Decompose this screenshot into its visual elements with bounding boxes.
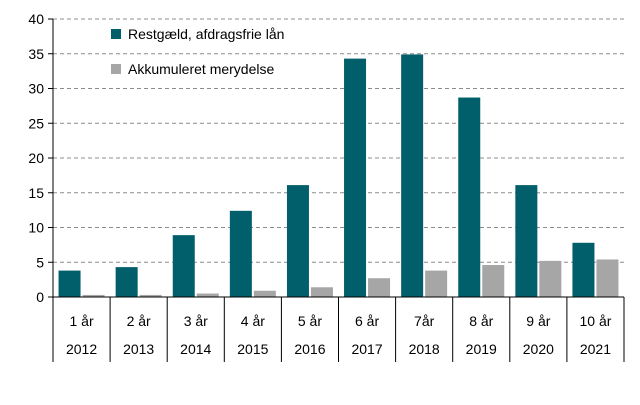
y-tick-label-0: 0 xyxy=(36,289,44,305)
y-tick-label-40: 40 xyxy=(28,11,44,27)
x-tick-label-top-7: 8 år xyxy=(469,313,493,329)
bar-restgaeld-4 xyxy=(286,185,309,297)
x-tick-label-year-9: 2021 xyxy=(580,341,611,357)
x-tick-label-year-3: 2015 xyxy=(237,341,268,357)
x-tick-label-year-4: 2016 xyxy=(294,341,325,357)
bar-restgaeld-2 xyxy=(172,235,195,297)
bar-merydelse-6 xyxy=(425,270,448,297)
x-tick-label-top-3: 4 år xyxy=(241,313,265,329)
bar-restgaeld-6 xyxy=(401,54,424,297)
y-tick-label-10: 10 xyxy=(28,220,44,236)
x-tick-label-top-2: 3 år xyxy=(184,313,208,329)
legend-label-merydelse: Akkumuleret merydelse xyxy=(128,61,274,77)
bar-restgaeld-9 xyxy=(572,242,595,297)
x-tick-label-year-5: 2017 xyxy=(351,341,382,357)
legend-swatch-merydelse xyxy=(111,64,121,74)
x-tick-label-top-1: 2 år xyxy=(127,313,151,329)
gridlines xyxy=(53,18,624,263)
x-tick-label-top-6: 7år xyxy=(414,313,435,329)
bar-merydelse-7 xyxy=(482,265,505,297)
bar-merydelse-9 xyxy=(596,259,619,297)
x-tick-label-top-5: 6 år xyxy=(355,313,379,329)
axes: 0 5 10 15 20 25 30 35 40 1 år 2012 2 år 2013 3 år 2014… xyxy=(28,11,625,362)
bars xyxy=(58,54,619,297)
bar-merydelse-2 xyxy=(196,293,219,297)
y-tick-label-35: 35 xyxy=(28,46,44,62)
x-tick-label-year-8: 2020 xyxy=(523,341,554,357)
bar-restgaeld-1 xyxy=(115,267,138,297)
x-tick-label-year-2: 2014 xyxy=(180,341,211,357)
legend: Restgæld, afdragsfrie lån Akkumuleret me… xyxy=(111,26,284,77)
x-tick-label-top-9: 10 år xyxy=(579,313,611,329)
bar-merydelse-8 xyxy=(539,260,562,297)
x-tick-label-year-1: 2013 xyxy=(123,341,154,357)
bar-merydelse-3 xyxy=(253,290,276,297)
x-tick-label-year-6: 2018 xyxy=(409,341,440,357)
bar-merydelse-0 xyxy=(82,294,105,297)
x-tick-label-year-7: 2019 xyxy=(466,341,497,357)
x-tick-label-top-8: 9 år xyxy=(526,313,550,329)
bar-merydelse-5 xyxy=(368,278,391,297)
x-tick-label-year-0: 2012 xyxy=(66,341,97,357)
bar-merydelse-4 xyxy=(310,287,333,297)
bar-merydelse-1 xyxy=(139,294,162,297)
x-tick-label-top-0: 1 år xyxy=(69,313,93,329)
y-tick-label-20: 20 xyxy=(28,150,44,166)
y-tick-label-5: 5 xyxy=(36,254,44,270)
bar-restgaeld-7 xyxy=(458,97,481,297)
legend-label-restgaeld: Restgæld, afdragsfrie lån xyxy=(128,26,284,42)
bar-restgaeld-5 xyxy=(344,58,367,297)
y-tick-label-15: 15 xyxy=(28,185,44,201)
y-tick-label-30: 30 xyxy=(28,81,44,97)
bar-restgaeld-0 xyxy=(58,270,81,297)
legend-swatch-restgaeld xyxy=(111,29,121,39)
x-tick-label-top-4: 5 år xyxy=(298,313,322,329)
bar-restgaeld-3 xyxy=(229,210,252,297)
y-tick-label-25: 25 xyxy=(28,115,44,131)
bar-restgaeld-8 xyxy=(515,185,538,297)
